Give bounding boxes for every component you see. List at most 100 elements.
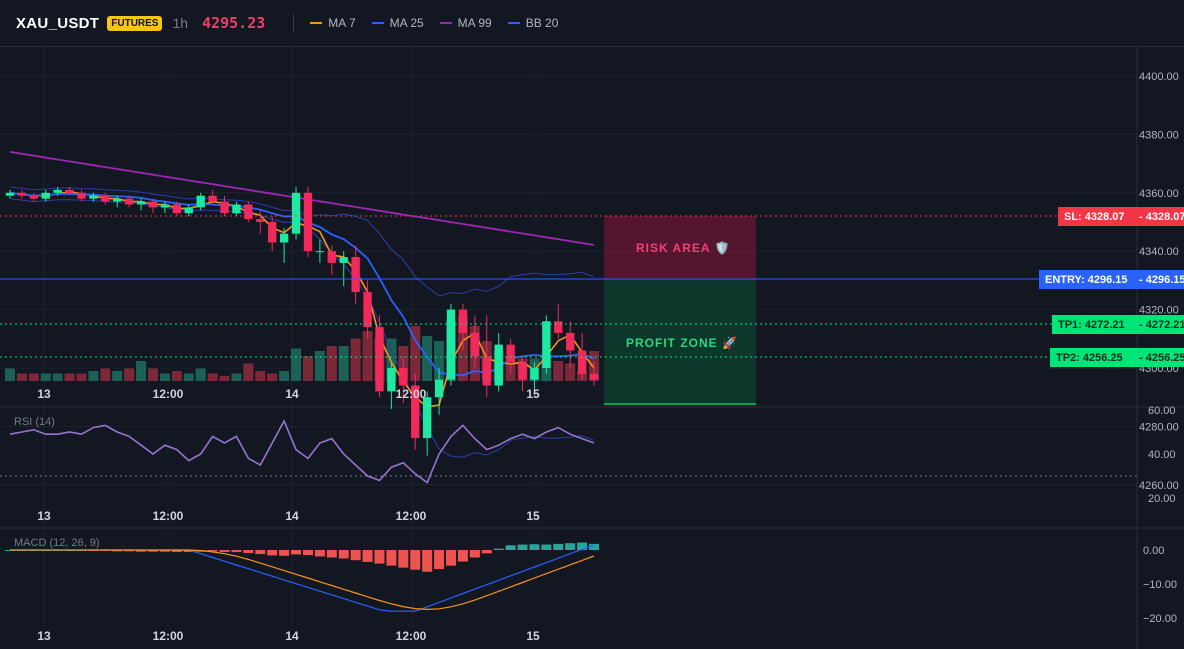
price-tick-label: 4400.00 (1139, 71, 1179, 83)
time-tick-label: 13 (37, 629, 51, 643)
macd-hist-bar (171, 550, 182, 553)
legend-ma25[interactable]: MA 25 (371, 16, 424, 30)
volume-bar (4, 368, 15, 381)
macd-hist-bar (457, 550, 468, 562)
time-tick-label: 14 (285, 387, 299, 401)
legend-bb20[interactable]: BB 20 (507, 16, 559, 30)
macd-hist-bar (219, 550, 230, 553)
volume-bar (302, 356, 313, 381)
rsi-tick-label: 20.00 (1148, 493, 1176, 505)
macd-lines (10, 544, 595, 612)
candle-body (470, 332, 480, 357)
macd-hist-bar (410, 550, 421, 570)
volume-bar (350, 338, 361, 381)
rsi-axis: 60.00 40.00 20.00 (1148, 405, 1176, 505)
entry-axis-value: - 4296.15 (1139, 274, 1184, 286)
volume-bar (362, 331, 373, 381)
tp2-tag (1050, 348, 1137, 367)
volume-bar (124, 368, 135, 381)
legend-bb20-label: BB 20 (525, 16, 559, 30)
volume-bar (159, 373, 170, 381)
tp2-tag-label: TP2: 4256.25 (1056, 352, 1123, 364)
candle-body (327, 251, 336, 263)
volume-bar (219, 376, 230, 381)
legend-ma99-label: MA 99 (457, 16, 492, 30)
macd-hist-bar (302, 550, 313, 556)
header-divider (293, 14, 295, 32)
sl-axis-value: - 4328.07 (1139, 211, 1184, 223)
volume-bar (195, 368, 206, 381)
price-axis[interactable]: 4400.004380.004360.004340.004320.004300.… (1139, 71, 1179, 492)
bb20-swatch (507, 22, 520, 24)
tp1-tag-label: TP1: 4272.21 (1058, 319, 1125, 331)
price-tick-label: 4340.00 (1139, 246, 1179, 258)
candle-body (184, 207, 193, 214)
candle-body (41, 192, 50, 199)
time-tick-label: 15 (526, 509, 540, 523)
tp1-tag (1052, 315, 1137, 334)
macd-hist-bar (243, 550, 254, 554)
price-tick-label: 4320.00 (1139, 305, 1179, 317)
time-axis[interactable]: 13 12:00 14 12:00 15 13 12:00 14 12:00 15 13 12:00 1… (37, 387, 540, 643)
ma25-line (9, 191, 595, 377)
time-tick-label: 15 (526, 629, 540, 643)
risk-area-label: RISK AREA 🛡️ (636, 241, 730, 255)
macd-hist-bar (481, 550, 492, 554)
macd-hist-bar (326, 550, 337, 558)
candle-body (363, 292, 372, 328)
time-tick-label: 13 (37, 509, 51, 523)
candle-body (315, 251, 325, 253)
rsi-line (9, 419, 595, 484)
macd-hist-bar (386, 550, 397, 566)
tp2-axis-tag (1137, 348, 1184, 367)
macd-hist-bar (493, 548, 504, 550)
timeframe-selector[interactable]: 1h (172, 15, 189, 31)
macd-hist-bar (517, 544, 528, 550)
volume-bar (64, 373, 75, 381)
candle-body (554, 321, 563, 333)
macd-hist-bar (159, 550, 170, 552)
time-tick-label: 13 (37, 387, 51, 401)
candle-body (89, 195, 98, 199)
macd-hist-bar (529, 544, 540, 550)
candle-body (268, 222, 277, 243)
volume-bar (207, 373, 218, 381)
bb-lower (9, 198, 595, 458)
macd-hist-bar (314, 550, 325, 557)
time-tick-label: 14 (285, 509, 299, 523)
candle-body (399, 368, 408, 386)
candle-body (148, 201, 158, 208)
time-tick-label: 12:00 (153, 629, 184, 643)
volume-bar (279, 371, 290, 381)
volume-bar (326, 346, 337, 381)
symbol-title[interactable]: XAU_USDT (16, 14, 100, 32)
price-tick-label: 4380.00 (1139, 129, 1179, 141)
volume-bar (231, 373, 242, 381)
candle-body (29, 195, 38, 199)
volume-bar (267, 373, 278, 381)
candle-body (124, 198, 134, 205)
volume-bar (28, 373, 39, 381)
legend-ma99[interactable]: MA 99 (439, 16, 492, 30)
candle-body (160, 204, 170, 208)
macd-hist-bar (350, 550, 361, 561)
sl-axis-tag (1137, 207, 1184, 226)
candlesticks[interactable] (5, 186, 599, 456)
macd-hist-bar (577, 542, 588, 550)
time-tick-label: 12:00 (396, 629, 427, 643)
volume-bar (112, 371, 123, 381)
macd-axis: 0.00 −10.00 −20.00 (1143, 545, 1177, 625)
volume-bar (338, 346, 349, 381)
candle-body (411, 385, 420, 439)
macd-hist-bar (553, 543, 564, 550)
chart-grid (0, 46, 1137, 627)
time-tick-label: 15 (526, 387, 540, 401)
last-price: 4295.23 (202, 14, 266, 32)
candle-body (232, 204, 241, 214)
legend-ma7[interactable]: MA 7 (310, 16, 356, 30)
macd-hist-bar (422, 550, 433, 572)
macd-hist-bar (4, 550, 15, 551)
candle-body (279, 233, 289, 243)
candle-body (17, 192, 27, 196)
